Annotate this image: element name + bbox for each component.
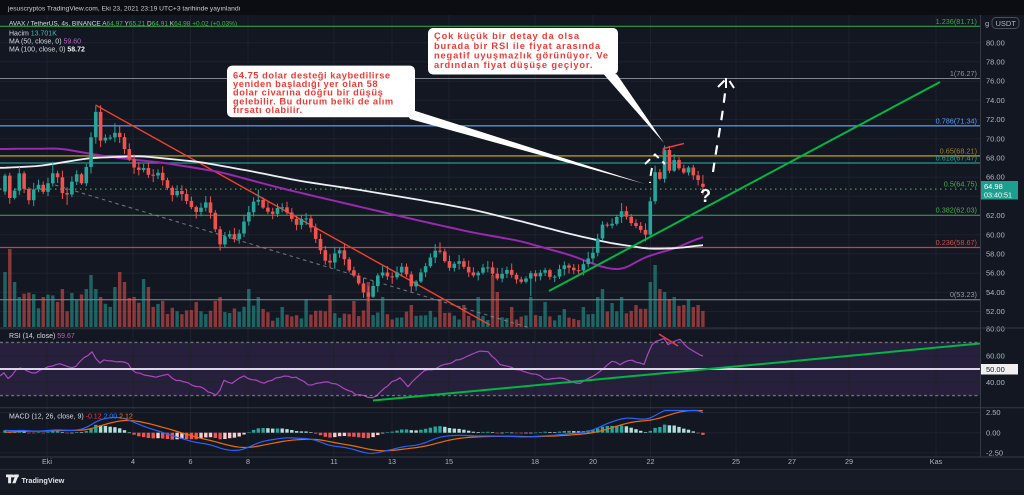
- svg-text:Eki: Eki: [42, 457, 52, 466]
- svg-text:negatif uyuşmazlık görünüyor.: negatif uyuşmazlık görünüyor. Ve: [434, 50, 609, 60]
- svg-text:78.00: 78.00: [986, 58, 1005, 67]
- svg-text:2.50: 2.50: [986, 408, 1001, 417]
- svg-text:Hacim 13.701K: Hacim 13.701K: [9, 30, 57, 37]
- svg-text:80.00: 80.00: [986, 38, 1005, 47]
- svg-text:29: 29: [845, 457, 853, 466]
- svg-text:72.00: 72.00: [986, 115, 1005, 124]
- svg-text:AVAX / TetherUS, 4s, BINANCE A: AVAX / TetherUS, 4s, BINANCE A64.97 Y65.…: [9, 21, 237, 28]
- svg-text:13: 13: [388, 457, 396, 466]
- svg-text:03:40:51: 03:40:51: [984, 190, 1012, 199]
- svg-text:?: ?: [700, 186, 711, 206]
- svg-text:25: 25: [732, 457, 740, 466]
- svg-text:60.00: 60.00: [986, 351, 1005, 360]
- svg-text:1.236(81.71): 1.236(81.71): [936, 17, 977, 26]
- svg-text:50.00: 50.00: [986, 365, 1005, 374]
- svg-text:0.5(64.75): 0.5(64.75): [944, 180, 977, 189]
- svg-text:burada bir RSI ile fiyat arası: burada bir RSI ile fiyat arasında: [434, 41, 601, 51]
- svg-text:70.00: 70.00: [986, 134, 1005, 143]
- svg-text:0.382(62.03): 0.382(62.03): [936, 206, 977, 215]
- svg-text:15: 15: [445, 457, 453, 466]
- svg-text:4: 4: [131, 457, 135, 466]
- svg-text:22: 22: [647, 457, 655, 466]
- svg-text:80.00: 80.00: [986, 325, 1005, 334]
- svg-text:-2.50: -2.50: [986, 449, 1003, 458]
- svg-text:6: 6: [189, 457, 193, 466]
- svg-text:0.236(58.67): 0.236(58.67): [936, 238, 977, 247]
- svg-text:62.00: 62.00: [986, 211, 1005, 220]
- svg-text:0(53.23): 0(53.23): [950, 290, 977, 299]
- svg-text:74.00: 74.00: [986, 96, 1005, 105]
- svg-text:20: 20: [589, 457, 597, 466]
- svg-text:MA (50, close, 0) 59.60: MA (50, close, 0) 59.60: [9, 39, 81, 46]
- svg-text:MACD (12, 26, close, 9) -0.12: MACD (12, 26, close, 9) -0.12 2.00 2.12: [9, 414, 133, 421]
- svg-text:RSI (14, close) 59.67: RSI (14, close) 59.67: [9, 333, 75, 340]
- svg-text:8: 8: [246, 457, 250, 466]
- svg-text:66.00: 66.00: [986, 173, 1005, 182]
- svg-text:60.00: 60.00: [986, 230, 1005, 239]
- svg-text:54.00: 54.00: [986, 288, 1005, 297]
- svg-text:TradingView: TradingView: [22, 476, 65, 485]
- svg-text:27: 27: [788, 457, 796, 466]
- svg-text:58.00: 58.00: [986, 250, 1005, 259]
- svg-text:1(76.27): 1(76.27): [950, 69, 977, 78]
- svg-text:76.00: 76.00: [986, 77, 1005, 86]
- svg-text:Kas: Kas: [930, 457, 943, 466]
- svg-text:ardından fiyat düşüşe geçiyor.: ardından fiyat düşüşe geçiyor.: [434, 60, 593, 70]
- svg-text:USDT: USDT: [996, 19, 1017, 28]
- svg-text:68.00: 68.00: [986, 154, 1005, 163]
- svg-text:Çok küçük bir detay da olsa: Çok küçük bir detay da olsa: [434, 31, 580, 41]
- svg-text:0.00: 0.00: [986, 428, 1001, 437]
- svg-text:18: 18: [531, 457, 539, 466]
- svg-text:g: g: [985, 19, 989, 28]
- svg-text:jesuscryptos TradingView.com,: jesuscryptos TradingView.com, Eki 23, 20…: [7, 6, 241, 13]
- svg-text:MA (100, close, 0) 58.72: MA (100, close, 0) 58.72: [9, 46, 85, 53]
- svg-text:0.786(71.34): 0.786(71.34): [936, 116, 977, 125]
- svg-text:fırsatı olabilir.: fırsatı olabilir.: [233, 105, 303, 115]
- svg-text:11: 11: [330, 457, 337, 466]
- svg-text:0.618(67.47): 0.618(67.47): [936, 154, 977, 163]
- svg-text:52.00: 52.00: [986, 307, 1005, 316]
- svg-text:40.00: 40.00: [986, 378, 1005, 387]
- svg-text:56.00: 56.00: [986, 269, 1005, 278]
